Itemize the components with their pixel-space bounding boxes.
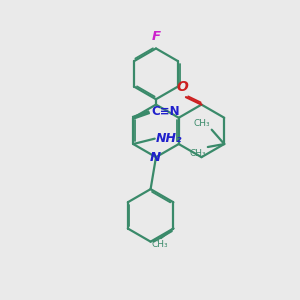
Text: NH₂: NH₂ <box>156 132 183 145</box>
Text: CH₃: CH₃ <box>194 119 210 128</box>
Text: CH₃: CH₃ <box>190 148 206 158</box>
Text: O: O <box>176 80 188 94</box>
Text: CH₃: CH₃ <box>152 241 169 250</box>
Text: N: N <box>150 151 161 164</box>
Text: C≡N: C≡N <box>151 105 180 118</box>
Text: F: F <box>152 30 160 43</box>
